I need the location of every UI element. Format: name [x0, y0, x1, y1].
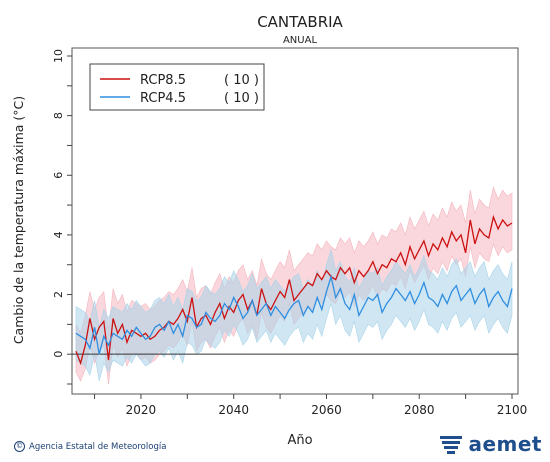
- y-tick-label: 6: [52, 172, 65, 179]
- legend-label-rcp85: RCP8.5: [140, 73, 186, 88]
- aemet-logo-icon: [440, 436, 463, 454]
- y-tick-label: 4: [52, 231, 65, 238]
- series-line-rcp45: [75, 274, 513, 355]
- x-tick-label: 2080: [404, 403, 435, 417]
- x-tick-label: 2020: [126, 403, 157, 417]
- x-tick-label: 2060: [311, 403, 342, 417]
- plot-frame: [71, 47, 519, 395]
- x-tick-label: 2040: [218, 403, 249, 417]
- brand-name: aemet: [468, 432, 542, 456]
- y-tick-label: 10: [52, 49, 65, 63]
- band-rcp45: [75, 248, 513, 382]
- footer-agency: Agencia Estatal de Meteorología: [29, 441, 167, 452]
- plot-area: [72, 186, 518, 385]
- legend-box: [89, 63, 265, 111]
- chart-title: CANTABRIA: [257, 13, 343, 31]
- y-tick-label: 8: [52, 112, 65, 119]
- x-tick-label: 2100: [497, 403, 528, 417]
- legend-label-rcp45: RCP4.5: [140, 91, 186, 106]
- aemet-logo: aemet: [438, 432, 542, 456]
- legend-count-rcp85: ( 10 ): [224, 73, 259, 88]
- x-axis-title: Año: [287, 433, 312, 448]
- y-tick-label: 2: [52, 291, 65, 298]
- legend-count-rcp45: ( 10 ): [224, 91, 259, 106]
- axes: 0 2 4 6 8 10 2020 2040 2060 2080 2100: [52, 49, 527, 417]
- y-tick-label: 0: [52, 351, 65, 358]
- copyright-icon: ©: [14, 441, 25, 452]
- y-axis-title: Cambio de la temperatura máxima (°C): [11, 96, 26, 344]
- chart-subtitle: ANUAL: [283, 35, 317, 46]
- footer-credit: © Agencia Estatal de Meteorología: [14, 441, 166, 452]
- legend: RCP8.5 ( 10 ) RCP4.5 ( 10 ): [89, 63, 265, 111]
